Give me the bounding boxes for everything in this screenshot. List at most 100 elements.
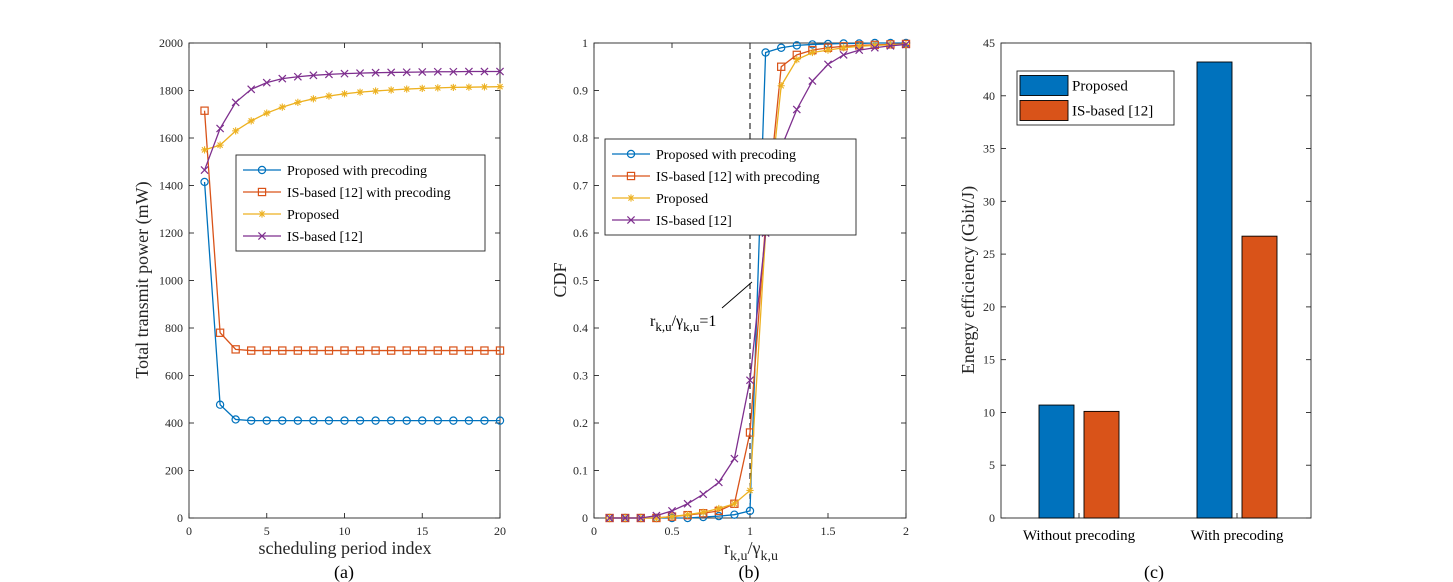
legend-marker-4 <box>257 231 267 241</box>
data-point-series-3 <box>278 103 286 111</box>
data-point-series-1 <box>340 416 349 425</box>
data-point-series-1 <box>309 416 318 425</box>
data-point-series-2 <box>200 106 209 115</box>
y-tick-label: 0 <box>989 511 995 525</box>
data-point-series-4 <box>714 478 723 487</box>
legend-label-1: Proposed with precoding <box>656 148 796 163</box>
data-point-series-2 <box>776 62 786 71</box>
data-point-series-2 <box>464 346 474 355</box>
data-point-series-4 <box>480 67 489 76</box>
series-line-1 <box>203 181 500 422</box>
y-tick-label: 1400 <box>159 179 183 193</box>
panel-c-chart: 0 5 10 15 20 25 30 35 40 45 Without precoding With … <box>958 36 1312 544</box>
data-point-series-3 <box>403 85 411 93</box>
y-tick-label: 2000 <box>159 36 183 50</box>
legend-swatch-1 <box>1019 75 1069 96</box>
data-point-series-2 <box>293 346 303 355</box>
data-point-series-3 <box>777 82 785 90</box>
data-point-series-4 <box>823 60 833 69</box>
data-point-series-2 <box>262 346 271 355</box>
x-axis-label: scheduling period index <box>259 538 432 558</box>
data-point-series-3 <box>746 486 754 495</box>
x-tick-label: 1 <box>747 524 753 538</box>
y-tick-label: 0.5 <box>573 274 588 288</box>
data-point-series-3 <box>886 41 894 49</box>
data-point-series-3 <box>263 109 271 117</box>
data-point-series-1 <box>480 416 489 425</box>
y-axis-label: Total transmit power (mW) <box>132 181 153 378</box>
x-axis-label: rk,u/γk,u <box>724 538 778 564</box>
y-tick-label: 20 <box>983 300 995 314</box>
x-tick-label: 2 <box>903 524 909 538</box>
y-tick-label: 0.4 <box>573 321 588 335</box>
data-point-series-1 <box>278 416 287 425</box>
data-point-series-1 <box>745 506 755 516</box>
y-axis-label: Energy efficiency (Gbit/J) <box>958 186 979 374</box>
data-point-series-3 <box>216 141 224 149</box>
legend-label-2: IS-based [12] <box>1072 104 1153 120</box>
data-point-series-2 <box>495 346 505 355</box>
data-point-series-3 <box>465 83 473 91</box>
y-tick-label: 30 <box>983 194 995 208</box>
data-point-series-4 <box>216 124 225 133</box>
data-point-series-3 <box>855 42 863 50</box>
data-point-series-4 <box>636 513 645 523</box>
data-point-series-3 <box>340 90 349 98</box>
legend-label-1: Proposed <box>1072 79 1128 95</box>
data-point-series-2 <box>449 346 458 355</box>
legend-label-4: IS-based [12] <box>656 214 732 229</box>
data-point-series-1 <box>433 416 442 425</box>
data-point-series-2 <box>402 346 411 355</box>
data-point-series-2 <box>309 346 318 355</box>
data-point-series-1 <box>200 177 209 187</box>
data-point-series-2 <box>480 346 489 355</box>
data-point-series-3 <box>434 84 442 92</box>
data-point-series-4 <box>262 78 271 87</box>
panel-label-a: (a) <box>334 562 354 582</box>
data-point-series-1 <box>777 43 786 52</box>
data-point-series-3 <box>652 514 660 522</box>
data-point-series-3 <box>840 44 848 52</box>
data-point-series-1 <box>215 400 225 409</box>
x-category-label: Without precoding <box>1023 528 1136 544</box>
panel-label-b: (b) <box>739 562 760 582</box>
y-axis-label: CDF <box>550 262 570 297</box>
x-tick-label: 20 <box>494 524 506 538</box>
data-point-series-4 <box>418 67 427 76</box>
data-point-series-4 <box>356 69 365 78</box>
legend-marker-3 <box>258 210 266 218</box>
data-point-series-4 <box>605 513 614 523</box>
data-point-series-2 <box>418 346 427 355</box>
data-point-series-4 <box>340 69 349 78</box>
data-point-series-1 <box>792 41 802 50</box>
legend-marker-3 <box>627 194 635 202</box>
data-point-series-4 <box>855 46 864 55</box>
data-point-series-3 <box>449 83 457 92</box>
y-tick-label: 1800 <box>159 84 183 98</box>
plot-box <box>188 42 501 519</box>
y-tick-label: 0.7 <box>573 179 588 193</box>
data-point-series-4 <box>792 105 801 114</box>
bar-1-1 <box>1038 404 1075 519</box>
y-tick-label: 15 <box>983 353 995 367</box>
y-tick-label: 800 <box>165 321 183 335</box>
y-tick-label: 0 <box>177 511 183 525</box>
series-line-4 <box>203 70 500 171</box>
data-point-series-2 <box>324 346 334 355</box>
y-tick-label: 0.1 <box>573 464 588 478</box>
data-point-series-4 <box>293 72 302 81</box>
data-point-series-3 <box>325 92 333 100</box>
data-point-series-2 <box>371 346 380 355</box>
data-point-series-3 <box>247 117 255 125</box>
y-tick-label: 0.9 <box>573 84 588 98</box>
data-point-series-2 <box>433 346 443 355</box>
y-tick-label: 1000 <box>159 274 183 288</box>
data-point-series-3 <box>200 146 209 154</box>
y-tick-label: 5 <box>989 458 995 472</box>
legend-marker-4 <box>626 215 636 225</box>
y-tick-label: 0 <box>582 511 588 525</box>
y-tick-label: 10 <box>983 405 995 419</box>
data-point-series-4 <box>247 85 256 94</box>
data-point-series-3 <box>387 86 395 94</box>
